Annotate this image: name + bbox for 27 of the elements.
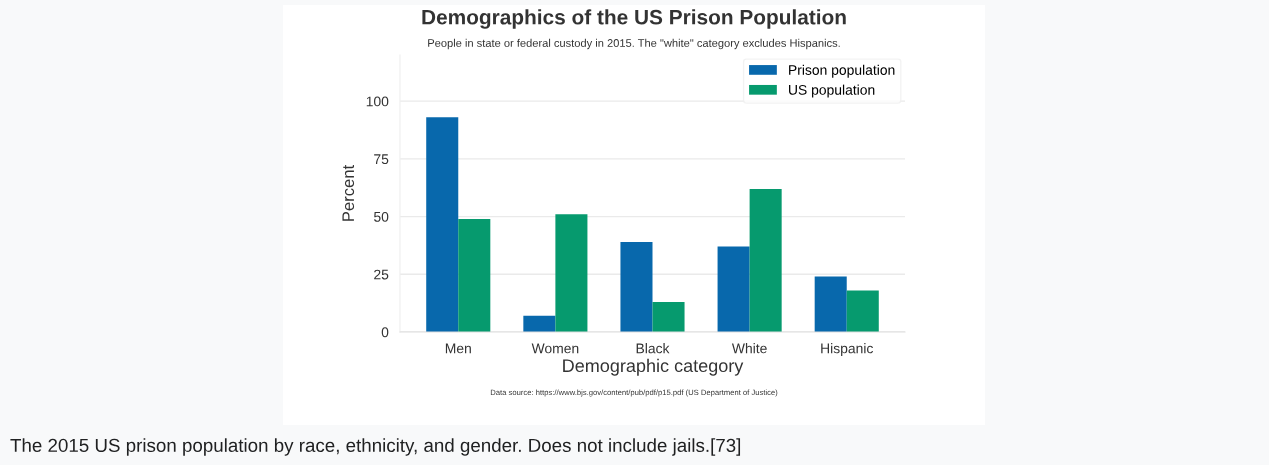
x-axis-title: Demographic category: [563, 358, 744, 376]
bar: [652, 301, 685, 332]
text: The 2015 US prison population by race, ethnicity, and gender. Does not include jails.[73]: [10, 438, 741, 456]
bar: [523, 315, 556, 332]
y-tick-label: 25: [374, 269, 389, 280]
y-tick-label: 0: [381, 327, 389, 338]
bar: [814, 276, 847, 332]
x-tick-label: Hispanic: [821, 343, 873, 357]
x-tick-label: Men: [445, 343, 471, 354]
bar: [846, 290, 879, 332]
legend-label: Prison population: [789, 64, 895, 78]
y-tick-label: 75: [374, 154, 389, 165]
x-tick-label: White: [731, 343, 767, 354]
y-tick-label: 100: [366, 96, 389, 107]
bar: [555, 214, 588, 332]
legend-label: US population: [789, 84, 875, 98]
y-tick-label: 50: [374, 211, 389, 222]
x-tick-label: Women: [531, 343, 579, 354]
chart-subtitle: People in state or federal custody in 2015. The "white" category excludes Hispanics.: [428, 38, 840, 50]
x-tick-label: Black: [636, 343, 670, 354]
bar: [458, 218, 491, 332]
bar: [620, 241, 653, 332]
bar: [426, 117, 459, 332]
chart-title: Demographics of the US Prison Population: [422, 9, 846, 29]
bar: [717, 246, 750, 332]
bar: [749, 188, 782, 332]
y-axis-title: Percent: [342, 164, 355, 221]
